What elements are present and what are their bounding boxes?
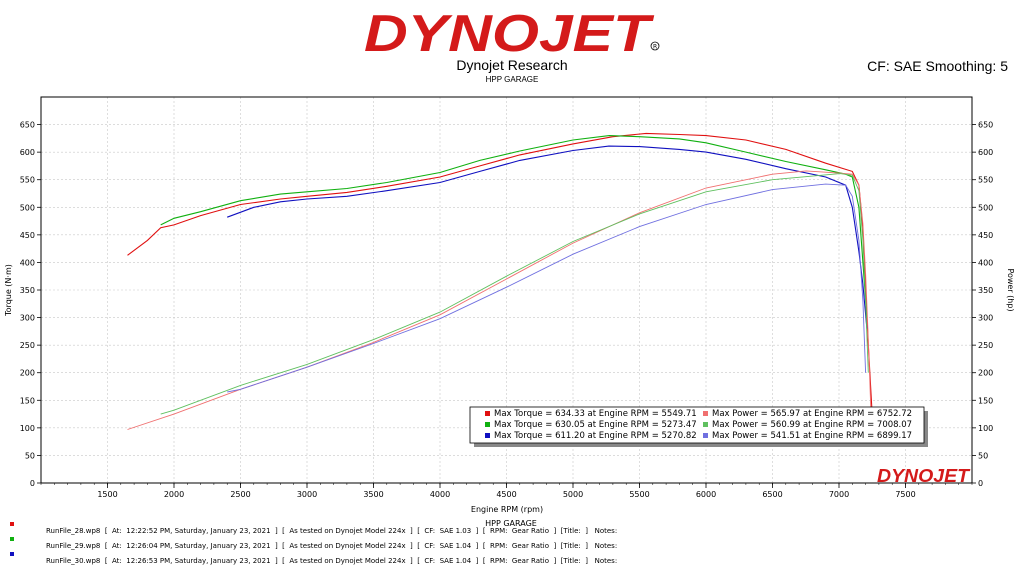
y-tick-label-right: 350 (978, 286, 993, 295)
runfile-row: RunFile_29.wp8 [ At: 12:26:04 PM, Saturd… (0, 537, 1024, 554)
chart-subtitle: HPP GARAGE (485, 75, 539, 84)
chart-title: Dynojet Research (456, 57, 568, 73)
y-tick-label-left: 500 (20, 203, 35, 212)
torque-series-line-1 (127, 132, 873, 417)
y-tick-label-left: 100 (20, 424, 35, 433)
y-tick-label-right: 400 (978, 258, 993, 267)
runfile-details: RunFile_28.wp8 [ At: 12:22:52 PM, Saturd… (46, 527, 618, 535)
legend-swatch (485, 411, 490, 416)
x-axis-ticks: 1500 2000 2500 3000 3500 4000 4500 5000 5500 6000… (40, 483, 973, 499)
y-tick-label-right: 450 (978, 231, 993, 240)
y-tick-label-right: 0 (978, 479, 983, 488)
x-tick-label: 2500 (230, 490, 250, 499)
x-tick-label: 5000 (563, 490, 583, 499)
y-axis-label-right: Power (hp) (1006, 268, 1015, 311)
runfile-color-marker (10, 522, 14, 526)
y-tick-label-left: 50 (25, 451, 35, 460)
x-tick-label: 4000 (430, 490, 450, 499)
x-tick-label: 6000 (696, 490, 716, 499)
y-tick-label-right: 300 (978, 314, 993, 323)
y-tick-label-left: 300 (20, 314, 35, 323)
y-tick-label-right: 100 (978, 424, 993, 433)
y-axis-label-left: Torque (N·m) (4, 264, 13, 317)
legend-entry: Max Power = 560.99 at Engine RPM = 7008.… (712, 420, 912, 430)
y-tick-label-right: 200 (978, 369, 993, 378)
runfile-color-marker (10, 552, 14, 556)
legend-swatch (485, 422, 490, 427)
y-tick-label-right: 500 (978, 203, 993, 212)
watermark-logo: DYNOJET (877, 466, 971, 486)
legend: Max Torque = 634.33 at Engine RPM = 5549… (469, 406, 928, 447)
legend-swatch (703, 422, 708, 427)
y-axis-ticks: 0 50 100 150 200 250 300 350 400 450 500 550 600 650 0… (20, 121, 994, 488)
legend-swatch (703, 411, 708, 416)
runfile-details: RunFile_30.wp8 [ At: 12:26:53 PM, Saturd… (46, 557, 618, 565)
y-tick-label-left: 600 (20, 148, 35, 157)
x-tick-label: 4500 (496, 490, 516, 499)
legend-entry: Max Power = 565.97 at Engine RPM = 6752.… (712, 409, 912, 419)
torque-series-line-3 (227, 145, 868, 329)
y-tick-label-right: 550 (978, 176, 993, 185)
dynojet-logo: DYNOJET R (364, 6, 660, 56)
cf-smoothing-label: CF: SAE Smoothing: 5 (867, 58, 1008, 74)
y-tick-label-left: 450 (20, 231, 35, 240)
legend-entry: Max Torque = 630.05 at Engine RPM = 5273… (494, 420, 697, 430)
y-tick-label-left: 0 (30, 479, 35, 488)
x-axis-subtitle: HPP GARAGE (485, 519, 537, 528)
x-axis-label: Engine RPM (rpm) (471, 505, 543, 514)
logo-text: DYNOJET (364, 6, 655, 56)
y-tick-label-left: 200 (20, 369, 35, 378)
runfile-color-marker (10, 537, 14, 541)
y-tick-label-right: 650 (978, 121, 993, 130)
y-tick-label-left: 400 (20, 258, 35, 267)
legend-entry: Max Torque = 611.20 at Engine RPM = 5270… (494, 431, 697, 441)
y-tick-label-right: 150 (978, 396, 993, 405)
x-tick-label: 3500 (363, 490, 383, 499)
power-series-line-1 (127, 170, 872, 430)
x-tick-label: 7000 (829, 490, 849, 499)
y-tick-label-left: 650 (20, 121, 35, 130)
power-series-line-3 (227, 183, 867, 393)
power-series-line-2 (160, 173, 869, 415)
x-tick-label: 5500 (629, 490, 649, 499)
x-tick-label: 6500 (762, 490, 782, 499)
x-tick-label: 7500 (895, 490, 915, 499)
svg-text:R: R (653, 44, 657, 51)
y-tick-label-left: 150 (20, 396, 35, 405)
y-tick-label-left: 350 (20, 286, 35, 295)
x-tick-label: 2000 (164, 490, 184, 499)
legend-swatch (703, 433, 708, 438)
legend-entry: Max Torque = 634.33 at Engine RPM = 5549… (494, 409, 697, 419)
legend-swatch (485, 433, 490, 438)
x-tick-label: 3000 (297, 490, 317, 499)
y-tick-label-right: 600 (978, 148, 993, 157)
legend-entry: Max Power = 541.51 at Engine RPM = 6899.… (712, 431, 912, 441)
y-tick-label-right: 250 (978, 341, 993, 350)
x-tick-label: 1500 (97, 490, 117, 499)
y-tick-label-left: 550 (20, 176, 35, 185)
runfile-details: RunFile_29.wp8 [ At: 12:26:04 PM, Saturd… (46, 542, 618, 550)
runfile-row: RunFile_30.wp8 [ At: 12:26:53 PM, Saturd… (0, 552, 1024, 569)
y-tick-label-left: 250 (20, 341, 35, 350)
y-tick-label-right: 50 (978, 451, 988, 460)
series-group (127, 132, 873, 430)
runfile-row: RunFile_28.wp8 [ At: 12:22:52 PM, Saturd… (0, 522, 1024, 539)
